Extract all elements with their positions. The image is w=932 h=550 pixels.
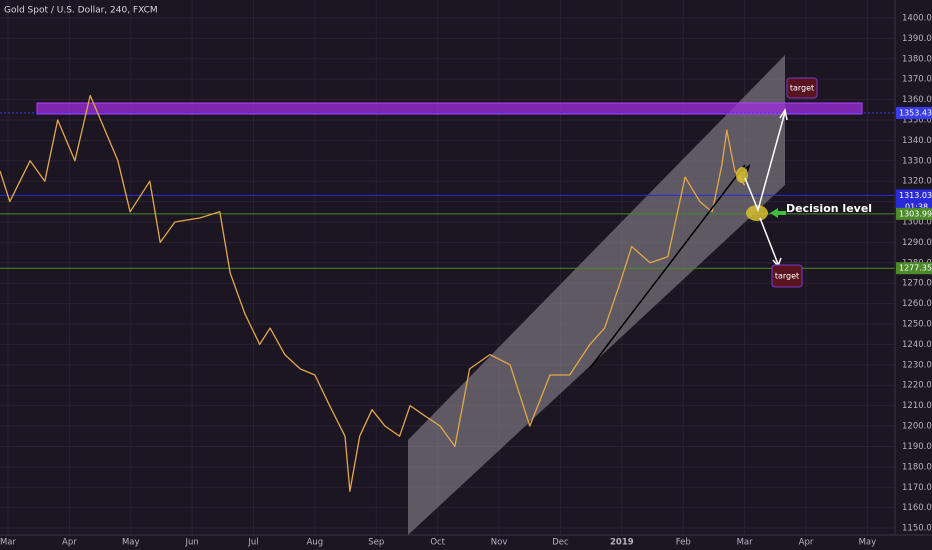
price-tag-label: 1353.43 <box>899 108 932 117</box>
y-tick-label: 1300.00 <box>902 217 932 227</box>
y-tick-label: 1290.00 <box>902 238 932 248</box>
y-tick-label: 1390.00 <box>902 34 932 44</box>
x-tick-label: Oct <box>430 538 445 548</box>
price-tag <box>896 189 932 202</box>
countdown-label: 01:38 <box>905 202 928 211</box>
x-tick-label: Dec <box>552 538 569 548</box>
marker <box>746 205 768 221</box>
x-tick-label: Jun <box>184 538 198 548</box>
y-tick-label: 1340.00 <box>902 136 932 146</box>
y-tick-label: 1150.00 <box>902 524 932 534</box>
countdown-tag <box>896 201 932 213</box>
path-up <box>744 111 786 213</box>
y-tick-label: 1270.00 <box>902 279 932 289</box>
target-label: target <box>790 84 814 93</box>
x-tick-label: Mar <box>0 538 16 548</box>
y-tick-label: 1220.00 <box>902 381 932 391</box>
path-down <box>759 217 779 265</box>
green-arrow <box>770 208 786 218</box>
y-tick-label: 1380.00 <box>902 54 932 64</box>
y-tick-label: 1250.00 <box>902 320 932 330</box>
price-tag-label: 1313.03 <box>899 191 932 200</box>
y-tick-label: 1230.00 <box>902 360 932 370</box>
y-tick-label: 1170.00 <box>902 483 932 493</box>
y-tick-label: 1320.00 <box>902 177 932 187</box>
levels <box>0 112 895 269</box>
y-tick-label: 1350.00 <box>902 115 932 125</box>
price-tag <box>896 262 932 275</box>
y-tick-label: 1190.00 <box>902 442 932 452</box>
x-tick-label: Mar <box>737 538 754 548</box>
x-tick-label: Jul <box>247 538 258 548</box>
price-tag <box>896 106 932 119</box>
y-tick-label: 1400.00 <box>902 13 932 23</box>
target-label: target <box>775 272 799 281</box>
y-tick-label: 1200.00 <box>902 422 932 432</box>
y-tick-label: 1180.00 <box>902 462 932 472</box>
x-tick-label: Aug <box>307 538 324 548</box>
chart-title: Gold Spot / U.S. Dollar, 240, FXCM <box>4 6 158 16</box>
x-tick-label: Apr <box>62 538 77 548</box>
trend-line <box>589 164 746 369</box>
price-tag-label: 1303.99 <box>899 209 932 218</box>
decision-label: Decision level <box>786 202 872 215</box>
y-tick-label: 1160.00 <box>902 503 932 513</box>
x-tick-label: May <box>859 538 877 548</box>
x-tick-label: Sep <box>368 538 384 548</box>
target-box <box>771 264 803 288</box>
y-tick-label: 1360.00 <box>902 95 932 105</box>
x-tick-label: 2019 <box>610 538 634 548</box>
x-tick-label: Apr <box>799 538 814 548</box>
x-tick-label: Nov <box>491 538 508 548</box>
price-line <box>0 94 746 492</box>
x-tick-label: May <box>122 538 140 548</box>
arrowhead <box>779 108 788 121</box>
y-tick-label: 1330.00 <box>902 156 932 166</box>
resistance-zone <box>36 102 863 115</box>
y-tick-label: 1210.00 <box>902 401 932 411</box>
y-tick-label: 1240.00 <box>902 340 932 350</box>
plot <box>0 94 746 492</box>
price-tag-label: 1277.35 <box>899 264 932 273</box>
target-box <box>786 77 818 99</box>
price-tag <box>896 207 932 220</box>
y-tick-label: 1260.00 <box>902 299 932 309</box>
x-tick-label: Feb <box>676 538 691 548</box>
channel <box>408 55 785 535</box>
y-tick-label: 1370.00 <box>902 75 932 85</box>
